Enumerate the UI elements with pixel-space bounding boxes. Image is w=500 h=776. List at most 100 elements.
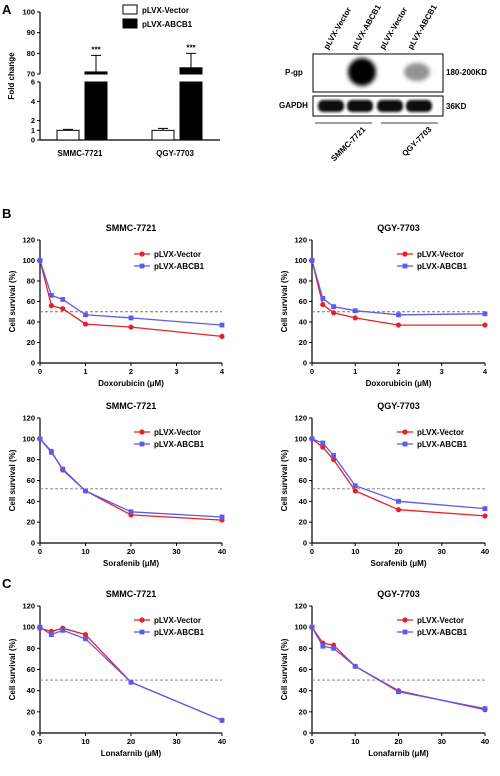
y-tick-label: 60: [27, 297, 35, 306]
x-tick-label: 30: [172, 737, 180, 746]
x-tick-label: 20: [127, 547, 135, 556]
y-tick-label: 80: [27, 49, 35, 58]
x-axis-label: Sorafenib (μM): [370, 559, 426, 568]
data-point: [60, 466, 66, 472]
data-point: [82, 321, 89, 327]
legend-label: pLVX-ABCB1: [417, 440, 468, 449]
data-point: [309, 436, 315, 442]
y-tick-label: 40: [27, 497, 35, 506]
y-tick-label: 100: [22, 623, 35, 632]
y-tick-label: 0: [31, 359, 35, 368]
data-point: [482, 311, 488, 317]
data-point: [48, 632, 54, 637]
legend-marker: [402, 251, 408, 257]
data-point: [219, 322, 225, 328]
y-tick-label: 20: [27, 518, 35, 527]
series-line: [39, 260, 223, 338]
gapdh-band-lane-1: [318, 100, 344, 112]
line-chart-c1: SMMC-7721 0 20 40 60 80 100 120 0 10 20 30 40 Lonafar…: [8, 589, 226, 758]
panel-label-c: C: [2, 576, 12, 591]
x-tick-label: 2: [396, 367, 400, 376]
chart-title: SMMC-7721: [106, 223, 157, 233]
y-tick-label: 20: [299, 338, 307, 347]
data-point: [320, 301, 326, 308]
x-tick-label: 0: [38, 737, 42, 746]
legend-marker: [139, 629, 145, 635]
y-axis-label: Cell survival (%): [8, 449, 17, 511]
x-tick-label: 20: [394, 737, 402, 746]
bar: [84, 81, 108, 141]
y-tick-label: 0: [31, 539, 35, 548]
y-axis-label: Cell survival (%): [8, 638, 17, 700]
line-chart-b2: QGY-7703 0 20 40 60 80 100 120 0 1 2 3 4 Doxorubicin …: [280, 223, 488, 388]
x-axis-label: Sorafenib (μM): [103, 559, 159, 568]
y-tick-label: 120: [294, 236, 307, 245]
x-tick-label: 40: [481, 547, 489, 556]
x-tick-label: 3: [440, 367, 444, 376]
data-point: [48, 449, 54, 455]
x-category-label: SMMC-7721: [58, 149, 103, 158]
legend-marker: [402, 629, 408, 635]
legend-marker: [402, 441, 408, 447]
series-line: [311, 626, 486, 710]
legend-label: pLVX-Vector: [154, 428, 201, 437]
x-tick-label: 4: [483, 367, 488, 376]
chart-title: SMMC-7721: [106, 589, 157, 599]
lane-label-4: pLVX-ABCB1: [406, 3, 439, 51]
gapdh-band-lane-4: [406, 100, 432, 112]
x-tick-label: 30: [172, 547, 180, 556]
lane-label-3: pLVX-Vector: [378, 6, 409, 51]
series-line: [311, 438, 486, 510]
size-label-pgp: 180-200KD: [446, 68, 487, 77]
x-tick-label: 4: [220, 367, 225, 376]
y-tick-label: 60: [299, 476, 307, 485]
series-line: [311, 626, 486, 711]
x-tick-label: 10: [351, 547, 359, 556]
y-tick-label: 100: [22, 256, 35, 265]
x-tick-label: 40: [481, 737, 489, 746]
data-point: [396, 498, 401, 504]
series-line: [311, 438, 486, 517]
legend-marker: [402, 617, 408, 623]
data-point: [82, 631, 89, 638]
data-point: [320, 643, 326, 649]
line-chart-b4: QGY-7703 0 20 40 60 80 100 120 0 10 20 30 40 Sorafeni…: [280, 401, 489, 568]
x-tick-label: 30: [438, 547, 446, 556]
bar: [56, 129, 80, 141]
y-tick-label: 100: [294, 256, 307, 265]
legend-label: pLVX-Vector: [154, 616, 201, 625]
pgp-band-lane-2: [348, 58, 376, 86]
gapdh-band-lane-2: [347, 100, 373, 112]
y-tick-label: 100: [294, 434, 307, 443]
y-tick-label: 60: [299, 665, 307, 674]
series-line: [311, 260, 486, 316]
legend-label: pLVX-Vector: [417, 250, 464, 259]
data-point: [309, 624, 315, 630]
pgp-band-lane-4: [404, 63, 430, 81]
legend-label: pLVX-Vector: [417, 428, 464, 437]
y-tick-label: 0: [303, 729, 307, 738]
series-line: [39, 260, 223, 326]
data-point: [128, 679, 134, 685]
line-chart-c2: QGY-7703 0 20 40 60 80 100 120 0 10 20 30 40 Lonafarn…: [280, 589, 489, 758]
data-point: [320, 296, 326, 301]
chart-title: QGY-7703: [377, 223, 420, 233]
line-chart-b1: SMMC-7721 0 20 40 60 80 100 120 0 1 2 3 4 Doxorubicin…: [8, 223, 225, 388]
chart-title: QGY-7703: [377, 401, 420, 411]
group-label-qgy: QGY-7703: [400, 125, 433, 158]
y-tick-label: 40: [27, 318, 35, 327]
y-axis-label: Fold change: [7, 52, 16, 100]
x-tick-label: 0: [310, 737, 314, 746]
data-point: [60, 627, 66, 633]
y-tick-label: 1: [31, 126, 35, 135]
data-point: [320, 440, 326, 446]
western-blot: pLVX-Vector pLVX-ABCB1 pLVX-Vector pLVX-…: [279, 3, 487, 164]
legend-label: pLVX-ABCB1: [142, 20, 193, 29]
legend-marker: [402, 429, 408, 435]
y-tick-label: 4: [31, 97, 36, 106]
y-axis-label: Cell survival (%): [280, 270, 289, 332]
x-axis-label: Lonafarnib (μM): [368, 749, 429, 758]
legend-label: pLVX-Vector: [154, 250, 201, 259]
data-point: [60, 297, 66, 302]
